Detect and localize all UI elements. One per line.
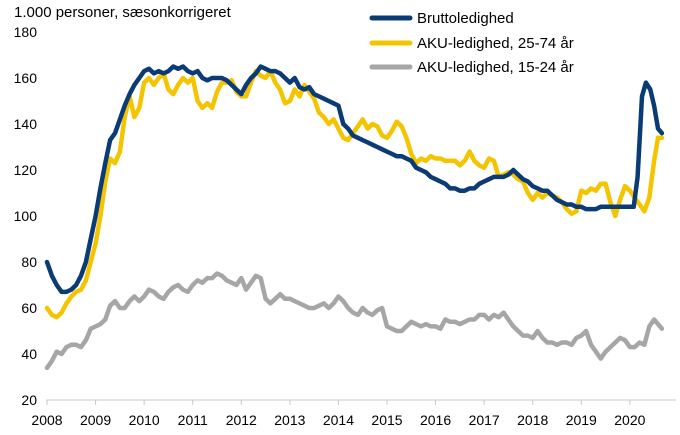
x-tick-label: 2017 — [469, 412, 500, 428]
legend-item: AKU-ledighed, 25-74 år — [369, 35, 574, 52]
x-tick-label: 2016 — [420, 412, 451, 428]
series-line-aku-15-24 — [44, 271, 665, 371]
y-tick-label: 140 — [14, 116, 38, 132]
x-tick-label: 2009 — [80, 412, 111, 428]
x-tick-label: 2019 — [566, 412, 597, 428]
y-tick-label: 40 — [21, 346, 37, 362]
series-line-bruttoledighed — [44, 64, 665, 295]
x-tick-label: 2013 — [274, 412, 305, 428]
legend-label-aku-25-74: AKU-ledighed, 25-74 år — [417, 35, 574, 52]
y-tick-label: 120 — [14, 162, 38, 178]
legend: Bruttoledighed AKU-ledighed, 25-74 år AK… — [369, 10, 574, 76]
series-line-aku-25-74 — [44, 68, 665, 320]
y-tick-label: 60 — [21, 300, 37, 316]
y-tick-label: 100 — [14, 208, 38, 224]
x-tick-label: 2018 — [517, 412, 548, 428]
legend-label-bruttoledighed: Bruttoledighed — [417, 10, 514, 27]
y-tick-label: 80 — [21, 254, 37, 270]
x-tick-label: 2020 — [614, 412, 645, 428]
x-tick-label: 2015 — [371, 412, 402, 428]
y-tick-label: 180 — [14, 24, 38, 40]
legend-label-aku-15-24: AKU-ledighed, 15-24 år — [417, 59, 574, 76]
x-axis-tick-marks — [46, 400, 631, 405]
y-tick-label: 160 — [14, 70, 38, 86]
y-axis-tick-labels: 20 40 60 80 100 120 140 160 180 — [14, 24, 38, 408]
unit-label: 1.000 personer, sæsonkorrigeret — [14, 4, 232, 21]
x-tick-label: 2011 — [178, 412, 208, 428]
x-tick-label: 2010 — [129, 412, 160, 428]
legend-item: Bruttoledighed — [369, 10, 514, 27]
legend-item: AKU-ledighed, 15-24 år — [369, 59, 574, 76]
series-lines — [44, 64, 665, 371]
x-tick-label: 2008 — [31, 412, 62, 428]
y-tick-label: 20 — [21, 392, 37, 408]
x-tick-label: 2012 — [226, 412, 257, 428]
x-axis-tick-labels: 2008 2009 2010 2011 2012 2013 2014 2015 2016 2017… — [31, 412, 645, 428]
x-tick-label: 2014 — [323, 412, 354, 428]
